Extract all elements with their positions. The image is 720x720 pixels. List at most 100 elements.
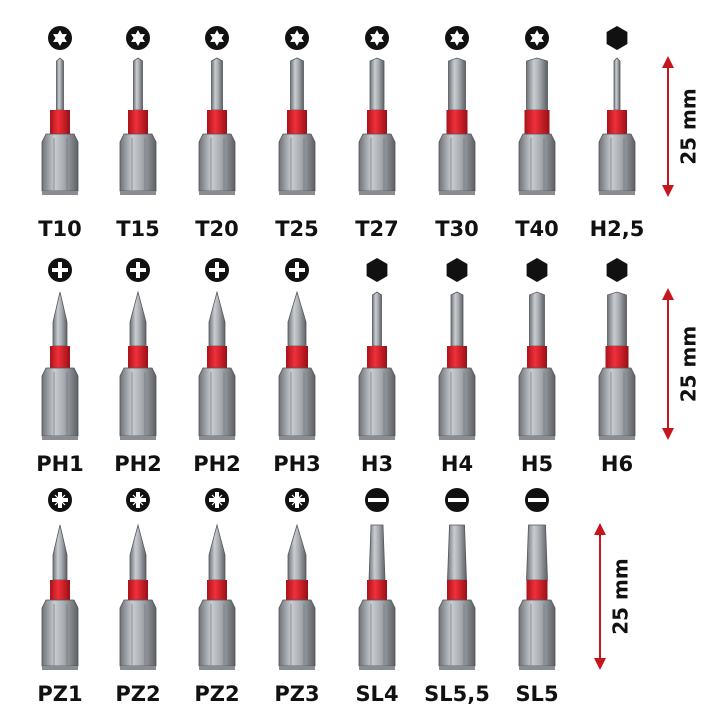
bit-band — [207, 110, 227, 134]
bit-end — [359, 191, 395, 195]
bit-label: PH1 — [36, 452, 84, 476]
bit-label: SL5 — [515, 682, 558, 706]
icon-slot — [368, 498, 386, 502]
tip-icon — [205, 258, 229, 282]
bit-tip — [369, 57, 385, 111]
bit-label: PZ1 — [37, 682, 82, 706]
bit-end — [42, 436, 78, 440]
icon-cross — [215, 262, 219, 278]
bit-tip — [526, 524, 548, 581]
bit-tip — [450, 291, 464, 347]
bit-shank — [278, 599, 316, 667]
bit — [119, 523, 157, 670]
icon-star — [210, 30, 224, 46]
dimension-label: 25 mm — [677, 326, 701, 402]
bit-band — [527, 346, 547, 368]
bit-label: PZ3 — [274, 682, 319, 706]
bit-tip — [290, 57, 304, 111]
bit-tip — [447, 524, 467, 581]
bit-tip — [372, 291, 382, 347]
bit-label: PH2 — [114, 452, 162, 476]
bit-shank — [119, 599, 157, 667]
bit-shank — [598, 367, 636, 437]
bit-end — [519, 191, 555, 195]
bit-shank — [518, 133, 556, 192]
bit-label: PH2 — [193, 452, 241, 476]
bit-end — [199, 436, 235, 440]
bit-end — [519, 436, 555, 440]
bit-end — [120, 191, 156, 195]
bit-band — [50, 580, 70, 600]
tip-icon — [285, 488, 309, 512]
icon-star — [450, 30, 464, 46]
bit-tip — [133, 57, 143, 111]
bit-shank — [438, 367, 476, 437]
icon-diag — [211, 494, 223, 506]
tip-icon — [48, 26, 72, 50]
bit — [358, 57, 396, 195]
tip-icon — [126, 488, 150, 512]
tip-icon — [205, 488, 229, 512]
bit — [278, 57, 316, 195]
bit-shank — [358, 599, 396, 667]
tip-icon — [205, 26, 229, 50]
tip-icon — [285, 258, 309, 282]
dimension-label: 25 mm — [677, 88, 701, 164]
bit — [518, 57, 556, 195]
bit — [198, 523, 236, 670]
tip-icon — [446, 258, 468, 282]
bit-end — [199, 191, 235, 195]
bit-end — [120, 666, 156, 670]
bit-band — [50, 346, 70, 368]
bit-end — [120, 436, 156, 440]
bit-end — [199, 666, 235, 670]
bit-band — [128, 346, 148, 368]
bit — [41, 57, 79, 195]
bit-end — [279, 666, 315, 670]
bit-end — [439, 436, 475, 440]
bit — [41, 524, 79, 670]
tip-icon — [126, 258, 150, 282]
bit-end — [42, 191, 78, 195]
bit-band — [367, 110, 387, 134]
tip-icon — [526, 258, 548, 282]
icon-star — [370, 30, 384, 46]
bit-shank — [598, 133, 636, 192]
bit-band — [128, 580, 148, 600]
icon-diag — [291, 494, 303, 506]
tip-icon — [285, 26, 309, 50]
bit-shank — [358, 133, 396, 192]
bit-band — [286, 346, 308, 368]
tip-icon — [445, 26, 469, 50]
bit-tip — [211, 57, 223, 111]
bit — [198, 57, 236, 195]
bit-band — [446, 110, 468, 134]
bit-shank — [41, 599, 79, 667]
tip-icon — [365, 488, 389, 512]
bit-label: PZ2 — [194, 682, 239, 706]
bit-shank — [41, 133, 79, 192]
bit-tip — [529, 291, 545, 347]
bit-tip — [607, 291, 627, 347]
icon-hex — [526, 258, 548, 282]
tip-icon — [525, 488, 549, 512]
bit-end — [439, 666, 475, 670]
bit-tip — [56, 57, 64, 111]
bit-shank — [278, 133, 316, 192]
tip-icon — [48, 488, 72, 512]
bit — [198, 290, 236, 440]
bit-shank — [518, 599, 556, 667]
bit-label: H5 — [521, 452, 553, 476]
bit-shank — [358, 367, 396, 437]
tip-icon — [365, 26, 389, 50]
bit-shank — [198, 599, 236, 667]
bit-label: H6 — [601, 452, 633, 476]
icon-cross — [58, 262, 62, 278]
bit-band — [207, 580, 227, 600]
bit-end — [439, 191, 475, 195]
icon-star — [530, 30, 544, 46]
bit-band — [367, 346, 387, 368]
dimension-label: 25 mm — [609, 558, 633, 634]
bit-end — [359, 666, 395, 670]
tip-icon — [366, 258, 388, 282]
